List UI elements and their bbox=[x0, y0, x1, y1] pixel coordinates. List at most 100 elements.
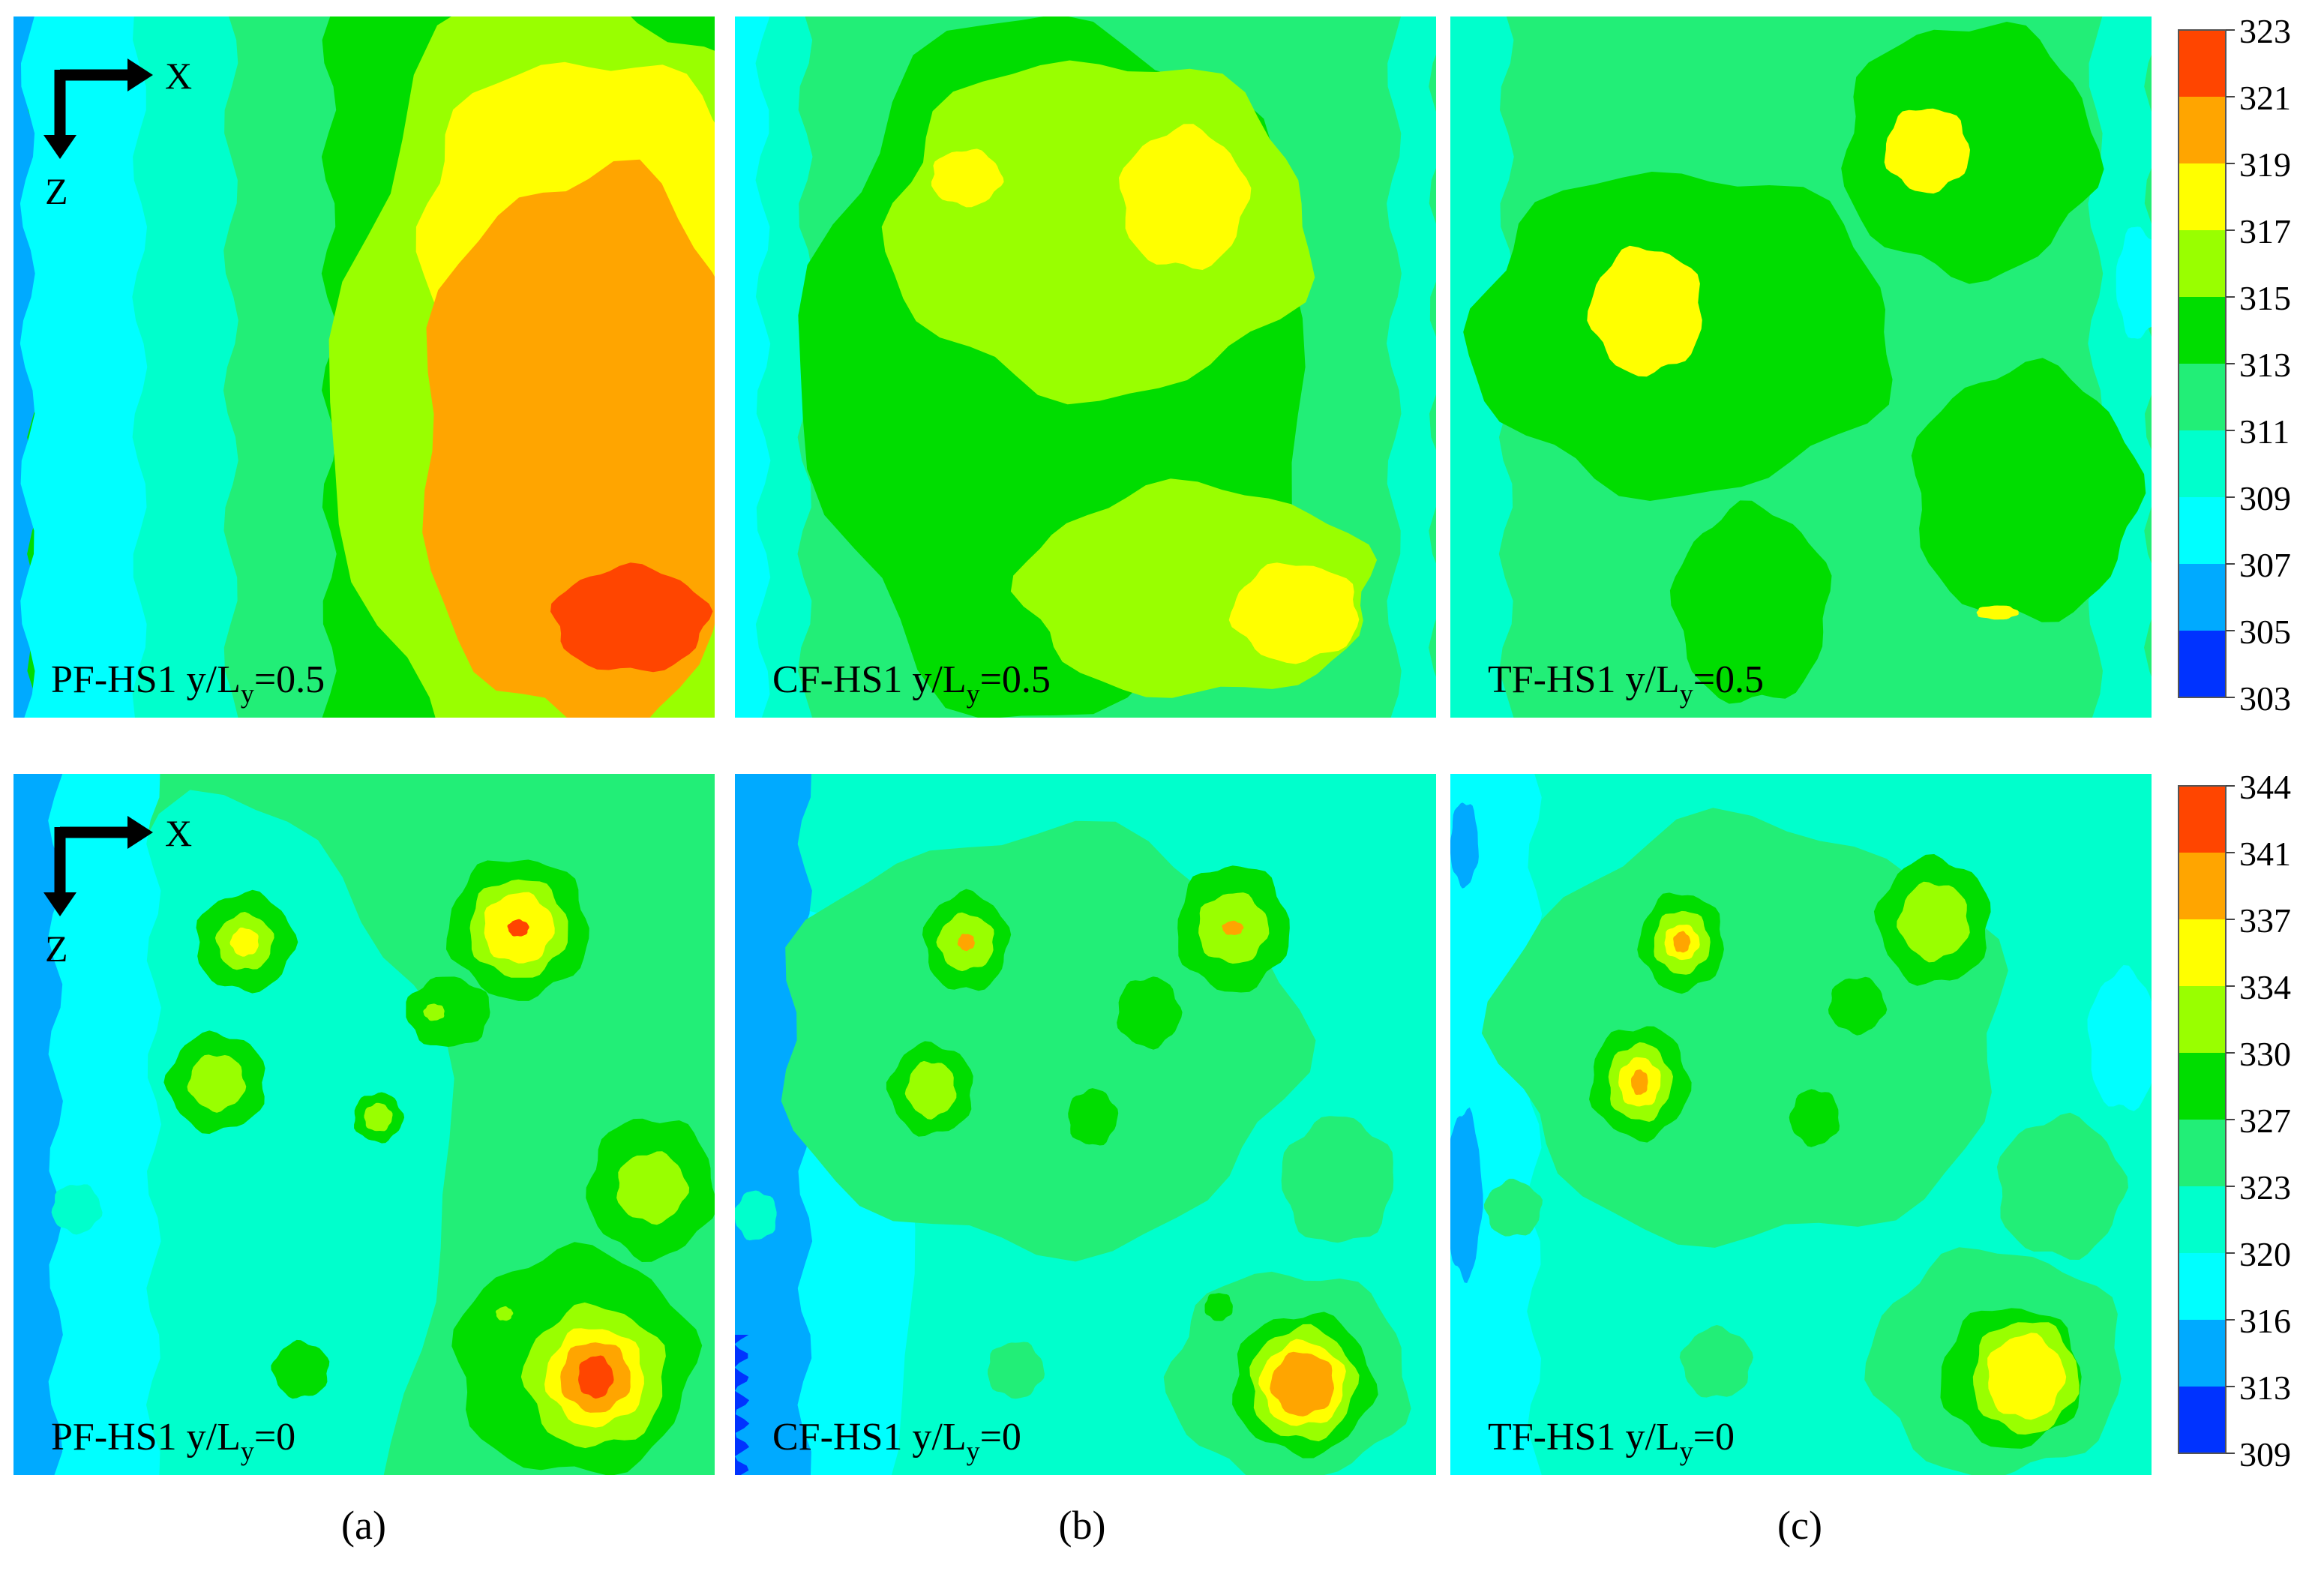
contour-region bbox=[1204, 1293, 1233, 1321]
colorbar-segment bbox=[2179, 163, 2226, 230]
colorbar-segment bbox=[2179, 430, 2226, 497]
contour-region bbox=[229, 927, 259, 957]
colorbar-segment bbox=[2179, 1120, 2226, 1186]
contour-panel-bottom-b: CF-HS1 y/Ly=0 bbox=[735, 774, 1436, 1475]
colorbar-tick-label: 344 bbox=[2239, 768, 2291, 806]
panel-label: PF-HS1 y/Ly=0 bbox=[51, 1416, 295, 1466]
subfigure-caption: (c) bbox=[1777, 1503, 1822, 1548]
contour-region bbox=[2087, 965, 2152, 1111]
subfigure-caption: (a) bbox=[341, 1503, 386, 1548]
contour-region bbox=[957, 934, 975, 952]
colorbar-top: 323 321 319 317 315 313 311 309 307 305 303 bbox=[2178, 12, 2291, 718]
contour-region bbox=[988, 1342, 1045, 1399]
contour-region bbox=[2116, 226, 2152, 339]
colorbar-tick-label: 307 bbox=[2239, 546, 2291, 584]
contour-region bbox=[1828, 976, 1888, 1036]
contour-panel-bottom-a: PF-HS1 y/Ly=0XZ bbox=[13, 774, 715, 1475]
colorbar-tick-label: 320 bbox=[2239, 1235, 2291, 1273]
contour-region bbox=[507, 919, 529, 937]
contour-region bbox=[1841, 22, 2104, 284]
panel-label: TF-HS1 y/Ly=0.5 bbox=[1488, 658, 1764, 709]
colorbar-segment bbox=[2179, 497, 2226, 564]
contour-region bbox=[1119, 124, 1252, 270]
axis-indicator-icon: XZ bbox=[43, 812, 192, 970]
colorbar-segment bbox=[2179, 97, 2226, 163]
contour-region bbox=[931, 148, 1004, 208]
colorbar-tick-label: 337 bbox=[2239, 901, 2291, 940]
contour-region bbox=[1673, 931, 1691, 953]
panel-label: CF-HS1 y/Ly=0.5 bbox=[772, 658, 1051, 709]
contour-panel-top-b: CF-HS1 y/Ly=0.5 bbox=[735, 16, 1436, 718]
contour-panel-bottom-c: TF-HS1 y/Ly=0 bbox=[1450, 774, 2152, 1475]
colorbar-tick-label: 309 bbox=[2239, 1435, 2291, 1474]
contour-region bbox=[1911, 358, 2146, 622]
panel-label: CF-HS1 y/Ly=0 bbox=[772, 1416, 1021, 1466]
colorbar-segment bbox=[2179, 364, 2226, 430]
contour-region bbox=[1789, 1089, 1840, 1147]
contour-region bbox=[1630, 1069, 1648, 1095]
colorbar-tick-label: 319 bbox=[2239, 145, 2291, 184]
z-axis-label: Z bbox=[45, 928, 68, 970]
z-axis-label: Z bbox=[45, 170, 68, 212]
contour-region bbox=[1884, 108, 1970, 194]
colorbar-tick-label: 303 bbox=[2239, 679, 2291, 718]
colorbar-segment bbox=[2179, 297, 2226, 364]
contour-band bbox=[735, 1335, 750, 1475]
panel-label: PF-HS1 y/Ly=0.5 bbox=[51, 658, 325, 709]
contour-region bbox=[1450, 802, 1479, 889]
contour-region bbox=[406, 976, 490, 1047]
contour-region bbox=[735, 1190, 777, 1241]
subfigure-captions: (a) (b) (c) bbox=[341, 1503, 1822, 1548]
colorbar-tick-label: 330 bbox=[2239, 1035, 2291, 1073]
contour-band bbox=[1450, 774, 1543, 1475]
contour-region bbox=[495, 1306, 514, 1321]
colorbar-segment bbox=[2179, 786, 2226, 853]
colorbar-tick-label: 313 bbox=[2239, 1369, 2291, 1407]
axis-indicator-icon: XZ bbox=[43, 55, 192, 212]
colorbar-tick-label: 334 bbox=[2239, 968, 2291, 1006]
colorbar-tick-label: 327 bbox=[2239, 1102, 2291, 1140]
colorbar-segment bbox=[2179, 986, 2226, 1053]
colorbar-tick-label: 341 bbox=[2239, 835, 2291, 873]
contour-region bbox=[1587, 245, 1702, 377]
contour-region bbox=[1483, 1178, 1543, 1237]
colorbar-tick-label: 315 bbox=[2239, 279, 2291, 317]
contour-region bbox=[1450, 1107, 1483, 1283]
contour-region bbox=[904, 1060, 957, 1120]
colorbar-segment bbox=[2179, 1186, 2226, 1253]
colorbar-segment bbox=[2179, 1320, 2226, 1387]
contour-region bbox=[1679, 1324, 1753, 1398]
contour-region bbox=[1222, 920, 1244, 935]
colorbars: 3233213193173153133113093073053033443413… bbox=[2178, 12, 2291, 1474]
contour-region bbox=[51, 1184, 103, 1235]
colorbar-segment bbox=[2179, 1053, 2226, 1120]
contour-region bbox=[1068, 1088, 1119, 1146]
panel-label: TF-HS1 y/Ly=0 bbox=[1488, 1416, 1735, 1466]
colorbar-tick-label: 313 bbox=[2239, 346, 2291, 384]
colorbar-segment bbox=[2179, 919, 2226, 986]
contour-band bbox=[223, 16, 337, 718]
contour-region bbox=[1976, 605, 2019, 620]
contour-region bbox=[423, 1003, 445, 1021]
contour-band bbox=[735, 16, 771, 718]
contour-region bbox=[578, 1355, 614, 1399]
colorbar-tick-label: 316 bbox=[2239, 1302, 2291, 1340]
subfigure-caption: (b) bbox=[1059, 1503, 1106, 1548]
contour-region bbox=[1281, 1116, 1394, 1243]
colorbar-segment bbox=[2179, 1253, 2226, 1320]
contour-region bbox=[1270, 1351, 1334, 1417]
contour-band bbox=[1387, 16, 1436, 718]
contour-region bbox=[616, 1151, 690, 1225]
contour-region bbox=[1669, 500, 1832, 704]
colorbar-tick-label: 323 bbox=[2239, 12, 2291, 50]
contour-region bbox=[364, 1102, 393, 1132]
colorbar-tick-label: 305 bbox=[2239, 613, 2291, 651]
contour-panel-top-a: PF-HS1 y/Ly=0.5 XZ bbox=[13, 16, 715, 718]
x-axis-label: X bbox=[165, 812, 192, 854]
colorbar-segment bbox=[2179, 1387, 2226, 1453]
contour-panel-top-c: TF-HS1 y/Ly=0.5 bbox=[1450, 16, 2152, 718]
colorbar-bottom: 344 341 337 334 330 327 323 320 316 313 309 bbox=[2178, 768, 2291, 1474]
colorbar-tick-label: 321 bbox=[2239, 79, 2291, 117]
colorbar-segment bbox=[2179, 30, 2226, 97]
